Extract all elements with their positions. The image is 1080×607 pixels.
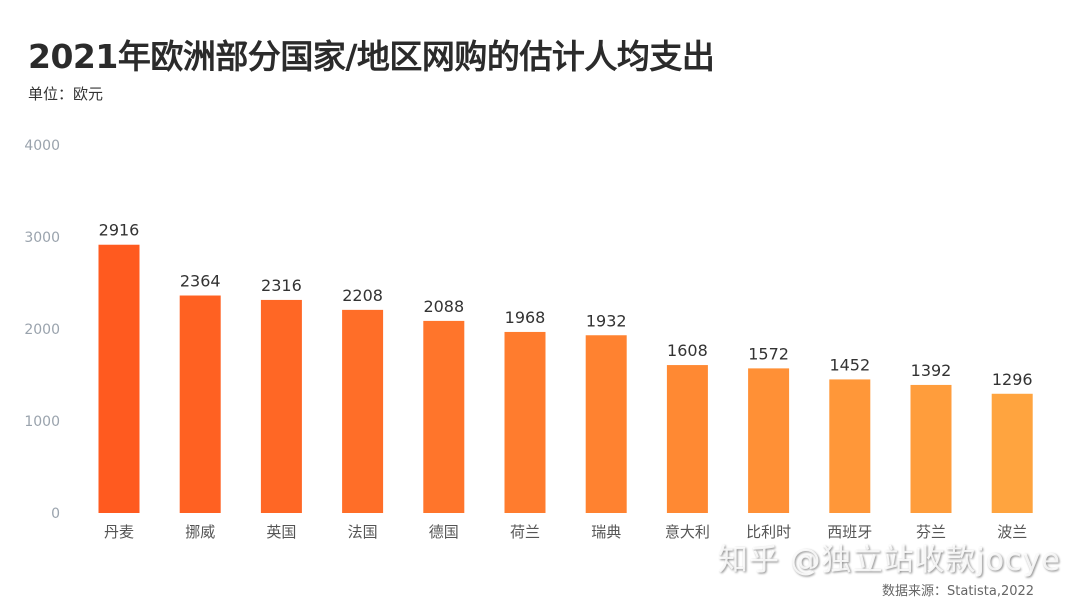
y-tick-label: 0 <box>51 506 60 522</box>
bar <box>260 299 302 513</box>
data-label: 1932 <box>586 311 627 330</box>
data-label: 1608 <box>667 341 708 360</box>
x-tick-label: 德国 <box>429 523 459 541</box>
bar <box>98 244 140 513</box>
x-tick-label: 意大利 <box>665 523 710 541</box>
y-tick-label: 4000 <box>24 138 60 154</box>
data-label: 2916 <box>99 221 140 240</box>
bar <box>342 309 384 513</box>
data-label: 2088 <box>423 297 464 316</box>
x-tick-label: 芬兰 <box>916 523 946 541</box>
bar <box>991 393 1033 513</box>
data-label: 1968 <box>505 308 546 327</box>
bar <box>585 335 627 513</box>
chart-subtitle: 单位：欧元 <box>28 85 104 103</box>
x-tick-label: 瑞典 <box>591 523 621 541</box>
data-label: 1452 <box>829 355 870 374</box>
bar <box>910 384 952 513</box>
data-label: 2316 <box>261 276 302 295</box>
bar <box>829 379 871 513</box>
x-tick-label: 法国 <box>348 523 378 541</box>
x-tick-label: 西班牙 <box>827 523 872 541</box>
bar <box>504 331 546 513</box>
x-tick-label: 波兰 <box>997 523 1027 541</box>
bar <box>666 365 708 513</box>
x-tick-label: 挪威 <box>185 523 215 541</box>
watermark: 知乎 @独立站收款jocye <box>718 543 1061 578</box>
data-label: 1392 <box>911 361 952 380</box>
bar <box>423 320 465 513</box>
x-tick-label: 英国 <box>266 523 296 541</box>
x-tick-label: 丹麦 <box>104 523 134 541</box>
x-tick-label: 比利时 <box>746 523 791 541</box>
bar <box>179 295 221 513</box>
data-label: 1296 <box>992 370 1033 389</box>
data-label: 2364 <box>180 272 221 291</box>
chart-title: 2021年欧洲部分国家/地区网购的估计人均支出 <box>28 37 715 76</box>
source-note: 数据来源：Statista,2022 <box>882 584 1035 599</box>
data-label: 2208 <box>342 286 383 305</box>
data-label: 1572 <box>748 344 789 363</box>
y-tick-label: 3000 <box>24 230 60 246</box>
y-tick-label: 2000 <box>24 322 60 338</box>
y-tick-label: 1000 <box>24 414 60 430</box>
x-tick-label: 荷兰 <box>510 523 540 541</box>
bar <box>748 368 790 513</box>
